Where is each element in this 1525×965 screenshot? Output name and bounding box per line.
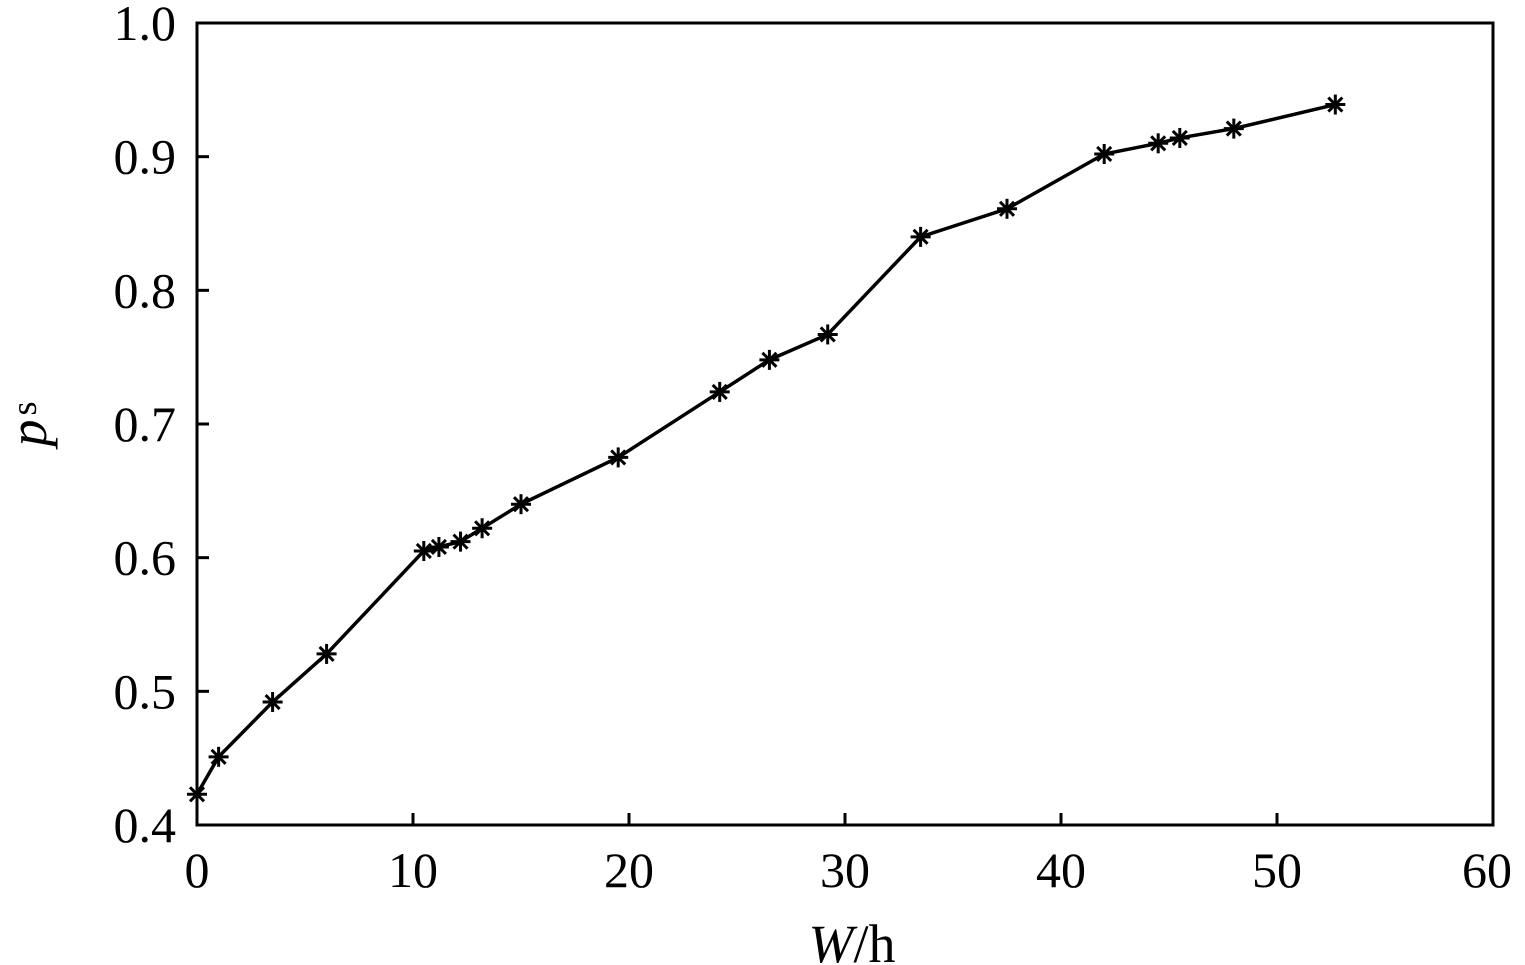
data-point [316, 643, 337, 664]
data-point [759, 349, 780, 370]
x-tick-label: 30 [820, 842, 870, 898]
x-tick-label: 40 [1036, 842, 1086, 898]
data-point [1325, 94, 1346, 115]
data-point [262, 692, 283, 713]
data-markers [187, 94, 1346, 805]
axis-ticks [195, 21, 1495, 827]
x-tick-label: 10 [388, 842, 438, 898]
data-point [428, 536, 449, 557]
data-point [910, 226, 931, 247]
y-tick-label: 0.5 [114, 663, 177, 719]
x-tick-label: 60 [1462, 842, 1512, 898]
data-point [1169, 127, 1190, 148]
tick-labels: 0 10 20 30 40 50 60 0.4 0.5 0.6 0.7 0.8 0.9 1.0 [114, 0, 1513, 898]
data-point [472, 518, 493, 539]
y-tick-label: 0.8 [114, 262, 177, 318]
y-tick-label: 0.4 [114, 797, 177, 853]
y-axis-label-main: p [0, 420, 58, 451]
series-line [195, 102, 1336, 796]
y-axis-label: ps [0, 401, 58, 450]
data-point [208, 746, 229, 767]
data-point [511, 494, 531, 515]
y-tick-label: 0.9 [114, 129, 177, 185]
data-point [997, 198, 1017, 219]
svg-text:ps: ps [0, 401, 58, 450]
x-axis-label: W/h [809, 914, 896, 965]
plot-frame [195, 21, 1495, 827]
y-axis-label-sub: s [4, 401, 44, 415]
y-tick-label: 0.7 [114, 396, 177, 452]
data-point [709, 381, 730, 402]
data-point [187, 784, 207, 805]
x-axis-label-unit: /h [853, 914, 895, 965]
x-tick-label: 20 [604, 842, 654, 898]
y-tick-label: 1.0 [114, 0, 177, 51]
data-point [1223, 118, 1244, 139]
x-axis-label-main: W [809, 914, 859, 965]
data-point [413, 540, 434, 561]
x-tick-label: 50 [1252, 842, 1302, 898]
data-point [450, 531, 471, 552]
x-tick-label: 0 [185, 842, 210, 898]
y-tick-label: 0.6 [114, 530, 177, 586]
data-point [817, 324, 838, 345]
data-point [608, 447, 629, 468]
data-point [1148, 133, 1169, 154]
data-point [1094, 143, 1115, 164]
